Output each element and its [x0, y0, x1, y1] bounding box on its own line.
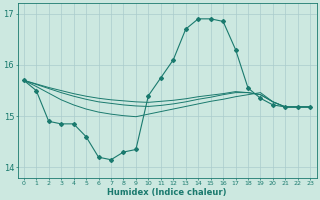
X-axis label: Humidex (Indice chaleur): Humidex (Indice chaleur)	[107, 188, 227, 197]
